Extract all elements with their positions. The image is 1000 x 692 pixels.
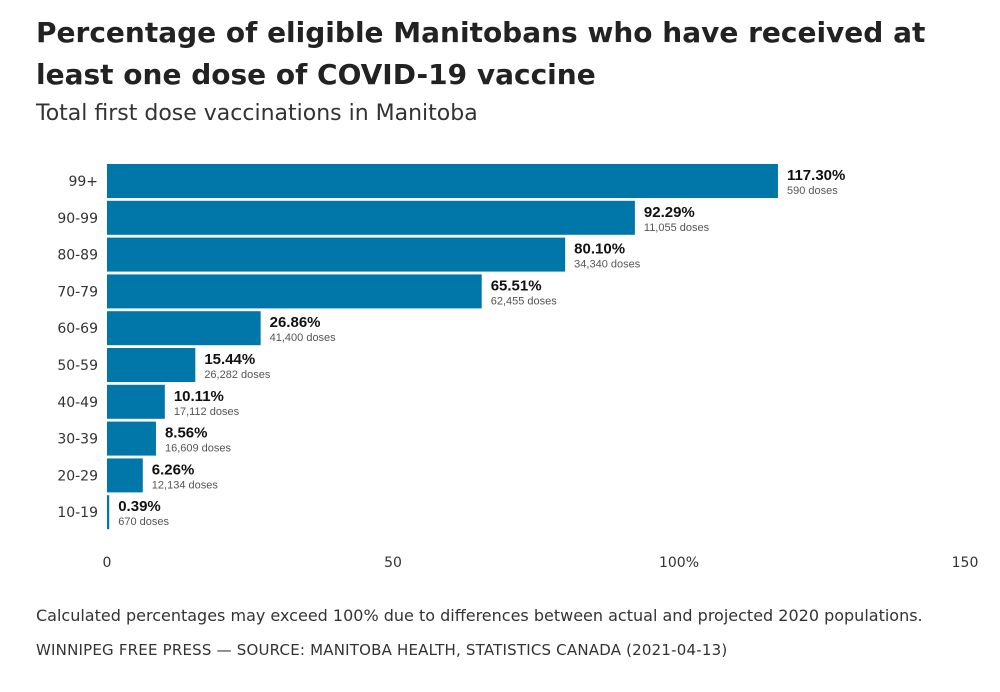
source-credit: WINNIPEG FREE PRESS — SOURCE: MANITOBA H… [36,641,728,659]
bar-99+ [107,164,778,198]
chart-subtitle: Total first dose vaccinations in Manitob… [36,101,478,126]
category-label: 99+ [68,174,98,190]
value-label: 8.56% [165,425,208,442]
dose-label: 41,400 doses [270,332,337,344]
category-label: 80-89 [57,248,98,264]
category-label: 50-59 [57,358,98,374]
bar-10-19 [107,495,110,530]
bar-50-59 [107,348,196,382]
value-label: 10.11% [174,388,224,405]
category-label: 40-49 [57,395,98,411]
category-label: 30-39 [57,432,98,448]
value-label: 80.10% [574,241,625,258]
footnote: Calculated percentages may exceed 100% d… [36,606,923,625]
value-label: 65.51% [491,277,542,294]
category-label: 20-29 [57,468,98,484]
x-tick-label: 0 [103,555,112,570]
dose-label: 590 doses [787,185,838,197]
category-label: 60-69 [57,321,98,337]
dose-label: 62,455 doses [491,295,558,307]
labels-layer: 99+ 117.30%590 doses 90-99 92.29%11,055 dos… [57,167,845,528]
bar-40-49 [107,384,165,419]
category-label: 90-99 [57,211,98,227]
x-tick-label: 150 [952,555,979,570]
dose-label: 34,340 doses [574,259,641,271]
category-label: 10-19 [57,505,98,521]
x-tick-label: 100% [659,555,699,570]
bar-90-99 [107,200,635,235]
value-label: 6.26% [152,461,195,478]
dose-label: 670 doses [118,516,169,528]
dose-label: 12,134 doses [152,479,219,491]
value-label: 92.29% [644,204,695,221]
dose-label: 16,609 doses [165,443,232,455]
value-label: 26.86% [270,314,321,331]
x-tick-label: 50 [384,555,402,570]
bar-20-29 [107,458,143,493]
dose-label: 11,055 doses [644,222,710,234]
bar-60-69 [107,311,261,346]
category-label: 70-79 [57,284,98,300]
bars-layer [107,164,778,530]
chart-title: Percentage of eligible Manitobans who ha… [36,16,926,91]
dose-label: 26,282 doses [204,369,271,381]
bar-30-39 [107,421,156,456]
bar-chart: 99+ 117.30%590 doses 90-99 92.29%11,055 dos… [57,164,979,570]
dose-label: 17,112 doses [174,406,240,418]
x-axis: 0 50 100% 150 [103,555,979,570]
value-label: 15.44% [204,351,255,368]
value-label: 0.39% [118,498,161,515]
value-label: 117.30% [787,167,845,184]
bar-70-79 [107,274,482,309]
bar-80-89 [107,237,566,272]
